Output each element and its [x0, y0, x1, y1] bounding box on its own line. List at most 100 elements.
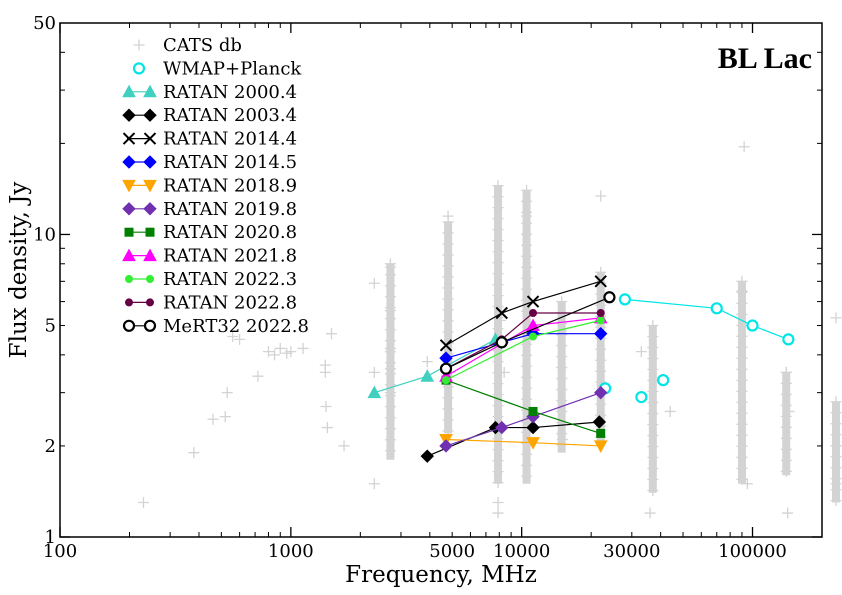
cats-point [368, 478, 380, 490]
legend-entry: RATAN 2022.3 [125, 269, 297, 290]
cats-point [647, 364, 659, 376]
legend-marker [125, 275, 133, 283]
plot-frame [59, 22, 823, 538]
cats-point [492, 497, 504, 509]
legend-label: RATAN 2022.3 [163, 269, 297, 290]
cats-point [736, 418, 748, 430]
data-point [782, 333, 795, 346]
data-point [618, 293, 631, 306]
cats-band [384, 258, 396, 460]
cats-band [736, 275, 748, 485]
cats-point [492, 455, 504, 467]
cats-point [421, 356, 433, 368]
cats-point [442, 249, 454, 261]
data-point [529, 309, 538, 318]
data-point [593, 440, 608, 453]
cats-band [647, 320, 659, 497]
cats-point [492, 290, 504, 302]
cats-point [556, 384, 568, 396]
cats-point [736, 407, 748, 419]
data-point [594, 385, 608, 400]
cats-point [780, 432, 792, 444]
cats-point [647, 452, 659, 464]
data-point [420, 449, 434, 463]
cats-point [384, 445, 396, 457]
data-point [594, 326, 608, 341]
cats-point [556, 296, 568, 308]
cats-point [780, 366, 792, 378]
cats-point [830, 462, 842, 474]
legend-marker [143, 202, 157, 216]
cats-point [442, 238, 454, 250]
cats-point [780, 454, 792, 466]
cats-point [556, 362, 568, 374]
cats-point [736, 440, 748, 452]
cats-point [556, 417, 568, 429]
legend-marker [143, 108, 157, 122]
legend-entry: RATAN 2014.5 [122, 152, 297, 173]
cats-point [252, 370, 264, 382]
x-tick-label: 100 [43, 541, 77, 562]
legend-entry: WMAP+Planck [132, 58, 302, 79]
cats-point [647, 386, 659, 398]
cats-point [521, 283, 533, 295]
cats-point [647, 463, 659, 475]
cats-point [830, 451, 842, 463]
cats-point [780, 465, 792, 477]
y-tick-label: 2 [45, 436, 56, 457]
cats-point [325, 328, 337, 340]
data-point [603, 291, 616, 304]
cats-point [644, 507, 656, 519]
cats-point [521, 426, 533, 438]
cats-point [736, 462, 748, 474]
series-line [427, 421, 600, 457]
data-point [594, 275, 607, 288]
cats-point [320, 400, 332, 412]
legend-marker [122, 108, 136, 122]
cats-point [442, 282, 454, 294]
data-point [439, 339, 453, 352]
cats-point [556, 340, 568, 352]
cats-point [736, 275, 748, 287]
cats-point [780, 421, 792, 433]
legend-marker [125, 298, 133, 307]
cats-point [384, 342, 396, 354]
cats-point [830, 495, 842, 507]
x-tick-label: 100000 [718, 541, 787, 562]
cats-point [384, 261, 396, 273]
cats-point [492, 378, 504, 390]
data-point [710, 302, 723, 315]
cats-point [521, 360, 533, 372]
cats-point [442, 315, 454, 327]
cats-point [321, 422, 333, 434]
cats-point [736, 374, 748, 386]
cats-point [595, 299, 607, 311]
axes: 100 1000 5000 10000 30000 100000 1 2 5 10 50 [33, 13, 823, 562]
cats-point [384, 363, 396, 375]
cats-point [556, 395, 568, 407]
cats-point [780, 399, 792, 411]
legend-marker [145, 227, 155, 237]
cats-point [384, 387, 396, 399]
cats-point [234, 333, 246, 345]
cats-point [556, 351, 568, 363]
legend-label: RATAN 2014.5 [163, 152, 297, 173]
cats-point [647, 419, 659, 431]
series-10 [441, 316, 605, 385]
cats-point [521, 250, 533, 262]
legend-label: RATAN 2021.8 [163, 246, 297, 267]
cats-point [664, 405, 676, 417]
y-tick-label: 10 [33, 224, 56, 245]
data-point [657, 374, 670, 387]
cats-point [442, 293, 454, 305]
cats-point [138, 497, 149, 509]
x-tick-label: 1000 [268, 541, 314, 562]
data-point [746, 319, 759, 332]
cats-point [492, 191, 504, 203]
cats-point [830, 440, 842, 452]
legend-marker [122, 155, 136, 169]
cats-point [782, 507, 794, 519]
cats-point [492, 507, 504, 519]
cats-point [492, 477, 504, 489]
cats-point [492, 433, 504, 445]
